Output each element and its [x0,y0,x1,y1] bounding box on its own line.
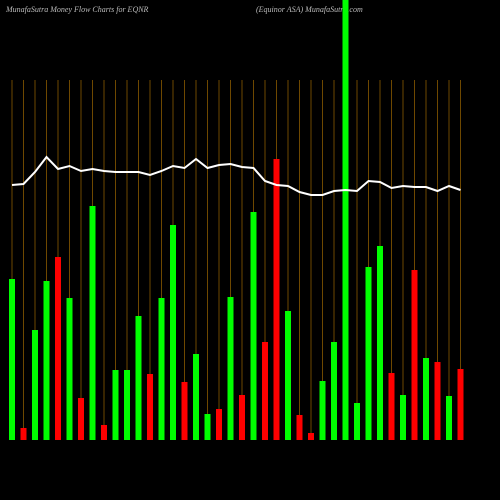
bar [457,369,464,440]
bar [296,415,303,440]
bar [331,342,337,440]
chart-subtitle: (Equinor ASA) MunafaSutra.com [256,5,363,14]
bar [411,270,418,440]
bar [43,281,50,440]
bar [354,403,360,440]
bar [9,279,15,440]
bar [193,354,199,440]
bar [181,382,188,440]
bar [170,225,176,440]
bar [89,206,96,440]
bar [78,398,84,440]
bar [285,311,291,440]
bar [55,257,61,440]
bar [158,298,165,440]
bar [135,316,142,440]
bar [308,433,314,440]
bar [216,409,222,440]
money-flow-line [11,155,461,196]
bar [262,342,268,440]
bar [20,428,27,440]
bar [147,374,153,440]
bar [250,212,257,440]
bar [423,358,429,440]
bar [377,246,383,440]
bar [319,381,326,440]
bar [101,425,107,440]
bar [388,373,395,440]
bar [239,395,245,440]
bar [434,362,441,440]
bar [32,330,38,440]
bar [227,297,234,440]
chart-title: MunafaSutra Money Flow Charts for EQNR [5,5,149,14]
bar [124,370,130,440]
bar [342,0,349,440]
bar [66,298,73,440]
bar [273,159,280,440]
bar [112,370,119,440]
bar [204,414,211,440]
bar [365,267,372,440]
bar [446,396,452,440]
bar [400,395,406,440]
